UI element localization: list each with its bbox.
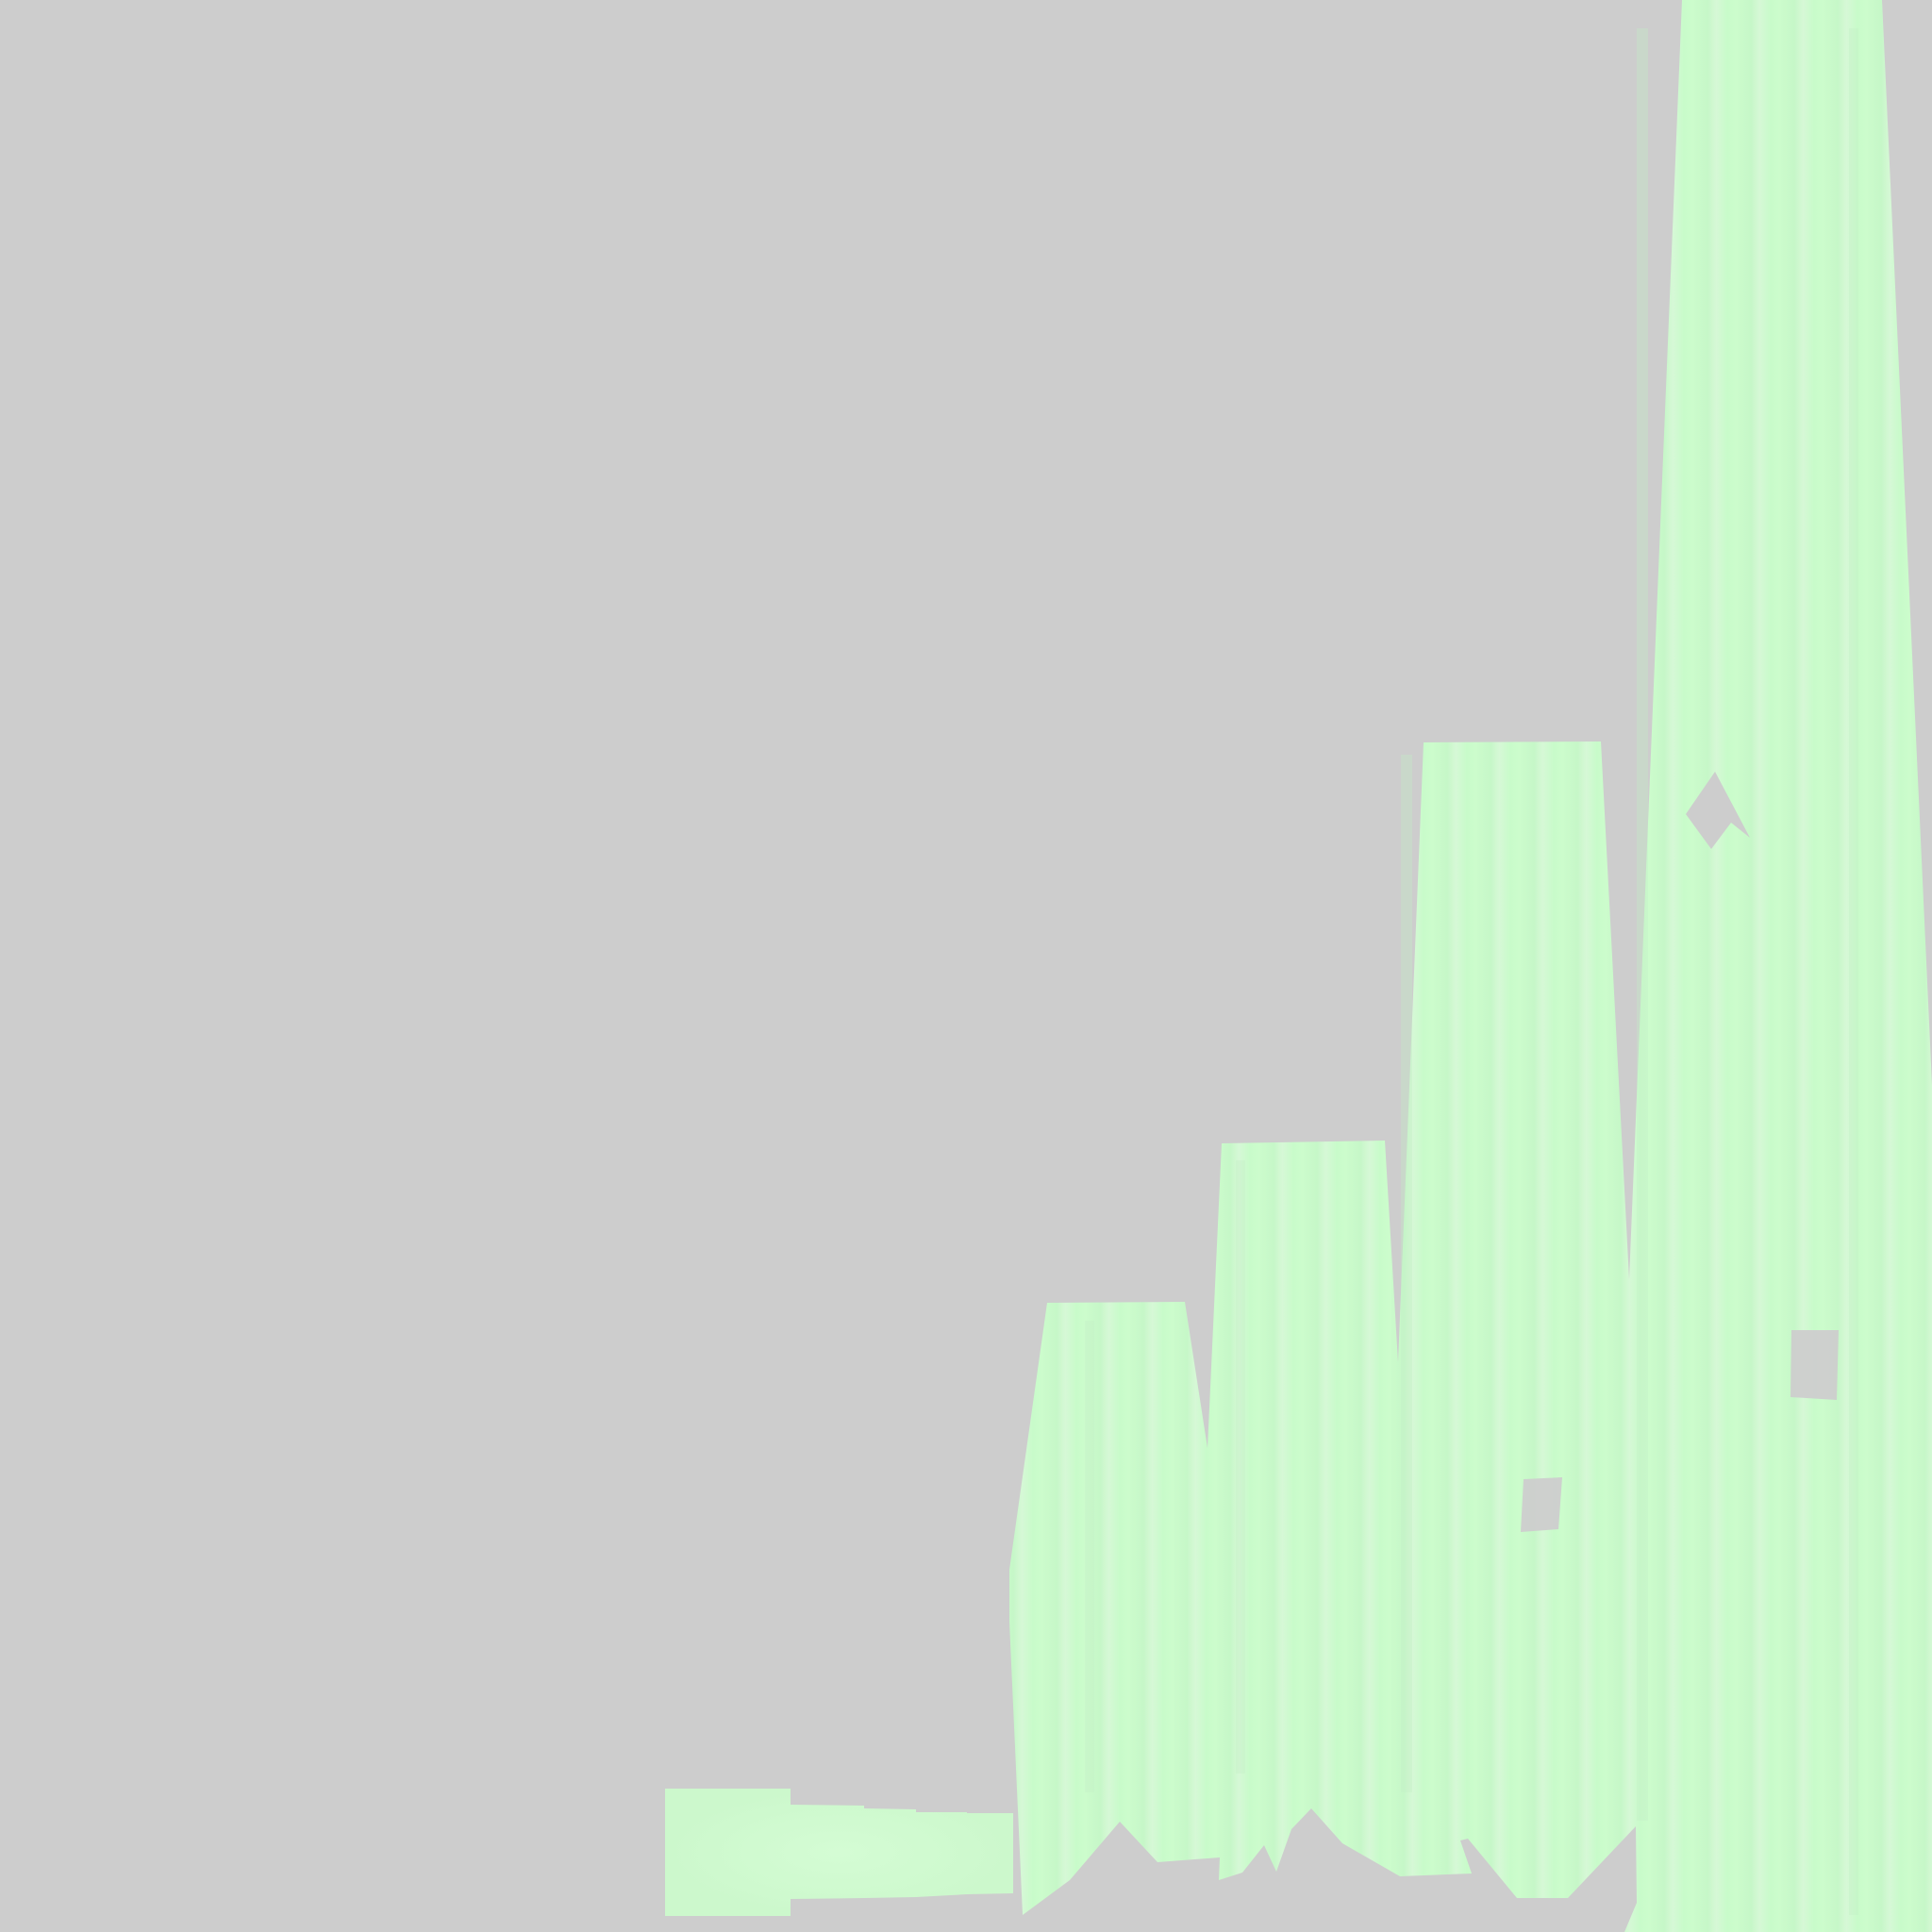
gap-square-lower (1521, 1477, 1562, 1532)
gap-square-upper (1790, 1330, 1839, 1400)
low-block-1 (665, 1789, 1013, 1916)
gap-group (1521, 772, 1839, 1532)
tower-1 (1009, 0, 1932, 1932)
low-block-group (665, 1789, 1013, 1916)
gap-arrow (1686, 772, 1750, 849)
column-shading (1085, 28, 1858, 1915)
